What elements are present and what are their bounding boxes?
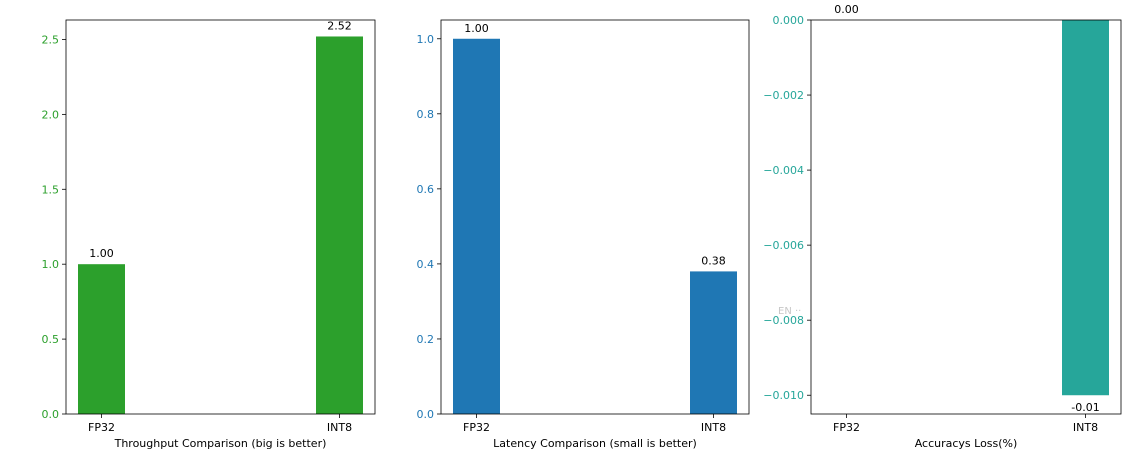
x-tick-label: INT8 [327,421,352,434]
x-tick-label: INT8 [1073,421,1098,434]
bar-value-label: 0.38 [701,254,726,267]
y-tick-label: −0.006 [763,239,804,252]
y-tick-label: 1.0 [42,258,60,271]
bar-value-label: 1.00 [464,22,489,35]
chart-panel-3: 0.00 FP32 -0.01 INT8 0.000 −0.002 −0.004 −0.006… [763,3,1122,450]
bar-fp32 [453,38,500,415]
y-tick-label: 0.5 [42,333,60,346]
y-tick-label: 0.2 [417,333,435,346]
bar-int8 [690,271,737,414]
x-tick-label: INT8 [701,421,726,434]
bar-int8 [1062,20,1109,396]
bar-fp32 [78,264,125,414]
y-tick-label: −0.004 [763,164,804,177]
bar-value-label: 1.00 [89,247,114,260]
y-tick-label: −0.010 [763,389,804,402]
y-tick-label: 0.0 [417,408,435,421]
bar-value-label: 2.52 [327,19,352,32]
chart-panel-1: 1.00 FP32 2.52 INT8 0.0 0.5 1.0 1.5 2.0 2.5 Throug… [42,19,376,450]
bar-int8 [316,36,363,414]
watermark-text: EN ·· [778,306,802,317]
x-tick-label: FP32 [833,421,860,434]
axes-frame [65,19,376,415]
x-tick-label: FP32 [88,421,115,434]
y-tick-label: 1.5 [42,183,60,196]
axes-frame [810,19,1122,415]
y-tick-label: −0.008 [763,314,804,327]
y-tick-label: −0.002 [763,89,804,102]
axes-frame [440,19,750,415]
x-axis-label: Throughput Comparison (big is better) [114,437,327,450]
bar-value-label: -0.01 [1071,401,1099,414]
y-tick-label: 0.0 [42,408,60,421]
x-axis-label: Accuracys Loss(%) [915,437,1018,450]
y-tick-label: 0.8 [417,108,435,121]
y-tick-label: 0.6 [417,183,435,196]
bar-value-label: 0.00 [834,3,859,16]
y-tick-label: 2.0 [42,108,60,121]
y-tick-label: 0.4 [417,258,435,271]
y-tick-label: 1.0 [417,33,435,46]
y-tick-label: 2.5 [42,33,60,46]
y-tick-label: 0.000 [773,14,805,27]
chart-panel-2: 1.00 FP32 0.38 INT8 0.0 0.2 0.4 0.6 0.8 1.0 Latenc… [417,19,750,450]
x-tick-label: FP32 [463,421,490,434]
x-axis-label: Latency Comparison (small is better) [493,437,697,450]
